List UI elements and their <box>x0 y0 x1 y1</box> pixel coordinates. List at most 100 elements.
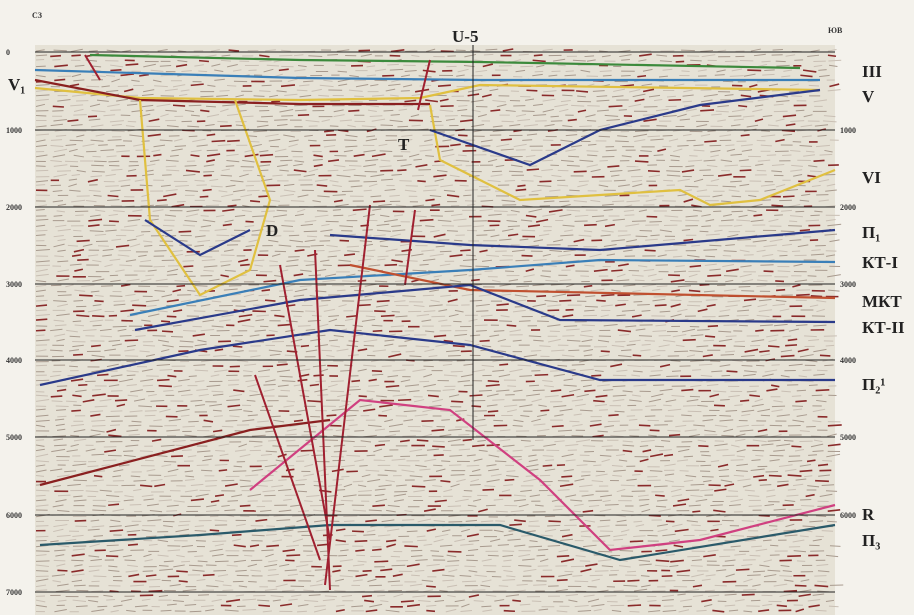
texture-stroke <box>213 415 223 417</box>
texture-stroke <box>68 183 77 188</box>
texture-stroke <box>70 443 79 447</box>
texture-stroke <box>827 509 841 512</box>
texture-stroke <box>792 419 805 423</box>
texture-stroke <box>296 89 308 92</box>
texture-stroke <box>696 189 708 192</box>
texture-stroke <box>190 483 204 487</box>
texture-stroke <box>264 464 277 468</box>
texture-stroke <box>125 570 138 573</box>
texture-stroke <box>110 279 121 283</box>
texture-stroke <box>632 289 641 293</box>
texture-stroke <box>35 154 48 158</box>
texture-stroke <box>190 154 200 158</box>
texture-stroke <box>315 268 327 272</box>
texture-stroke <box>528 454 537 457</box>
texture-stroke <box>445 564 459 567</box>
texture-stroke <box>288 139 299 143</box>
texture-stroke <box>35 604 47 608</box>
texture-stroke <box>235 594 244 597</box>
texture-stroke <box>73 499 87 502</box>
texture-stroke <box>486 443 500 447</box>
texture-stroke <box>585 114 596 118</box>
texture-stroke <box>276 369 290 373</box>
texture-stroke <box>357 368 367 372</box>
texture-stroke <box>50 540 59 543</box>
texture-stroke <box>265 379 276 383</box>
texture-stroke <box>332 209 341 211</box>
texture-stroke <box>396 159 407 162</box>
texture-stroke <box>214 519 228 522</box>
texture-stroke <box>683 198 694 203</box>
texture-stroke <box>335 528 346 532</box>
texture-stroke <box>214 543 224 547</box>
texture-stroke <box>827 54 837 58</box>
texture-stroke <box>537 565 549 567</box>
texture-stroke <box>128 164 139 167</box>
texture-stroke <box>824 364 834 367</box>
texture-stroke <box>756 249 766 253</box>
texture-stroke <box>641 343 651 346</box>
texture-stroke <box>187 455 197 458</box>
texture-stroke <box>404 189 417 192</box>
texture-stroke <box>192 333 205 337</box>
texture-stroke <box>780 349 793 353</box>
texture-stroke <box>677 144 689 147</box>
texture-stroke <box>167 268 179 273</box>
texture-stroke <box>599 508 612 512</box>
texture-stroke <box>65 144 77 146</box>
texture-stroke <box>534 373 549 377</box>
texture-stroke <box>257 164 271 167</box>
texture-stroke <box>279 563 290 567</box>
texture-stroke <box>738 104 748 108</box>
texture-stroke <box>469 299 483 302</box>
texture-stroke <box>717 463 729 468</box>
texture-stroke <box>380 159 391 162</box>
texture-stroke <box>401 74 411 78</box>
texture-stroke <box>166 603 177 606</box>
texture-stroke <box>492 369 505 372</box>
texture-stroke <box>211 599 222 602</box>
texture-stroke <box>200 328 215 332</box>
texture-stroke <box>390 584 403 587</box>
texture-stroke <box>111 123 122 126</box>
texture-stroke <box>277 323 291 327</box>
texture-stroke <box>419 263 429 266</box>
texture-stroke <box>750 219 764 222</box>
texture-stroke <box>572 574 583 577</box>
texture-stroke <box>803 114 813 118</box>
texture-stroke <box>234 214 246 218</box>
texture-stroke <box>726 148 736 152</box>
texture-stroke <box>163 389 174 392</box>
texture-stroke <box>410 114 420 118</box>
texture-stroke <box>591 374 602 377</box>
texture-stroke <box>703 290 715 293</box>
texture-stroke <box>147 394 157 397</box>
texture-stroke <box>196 450 211 453</box>
texture-stroke <box>743 73 756 77</box>
texture-stroke <box>211 325 224 328</box>
texture-stroke <box>785 54 796 57</box>
texture-stroke <box>178 524 190 527</box>
texture-stroke <box>161 330 174 333</box>
texture-stroke <box>612 218 625 221</box>
texture-stroke <box>575 555 586 558</box>
texture-stroke <box>670 360 681 362</box>
texture-stroke <box>105 415 120 418</box>
texture-stroke <box>437 219 452 222</box>
texture-stroke <box>560 234 574 237</box>
texture-stroke <box>804 335 817 338</box>
texture-stroke <box>107 194 119 198</box>
texture-stroke <box>560 558 575 563</box>
texture-stroke <box>599 454 612 457</box>
texture-stroke <box>600 314 609 318</box>
texture-stroke <box>384 419 394 423</box>
texture-stroke <box>115 269 125 273</box>
texture-stroke <box>194 179 205 182</box>
texture-stroke <box>235 340 245 343</box>
texture-stroke <box>490 538 501 543</box>
texture-stroke <box>423 479 436 482</box>
texture-stroke <box>650 354 661 358</box>
texture-stroke <box>583 460 596 463</box>
texture-stroke <box>677 308 688 313</box>
texture-stroke <box>784 579 794 582</box>
